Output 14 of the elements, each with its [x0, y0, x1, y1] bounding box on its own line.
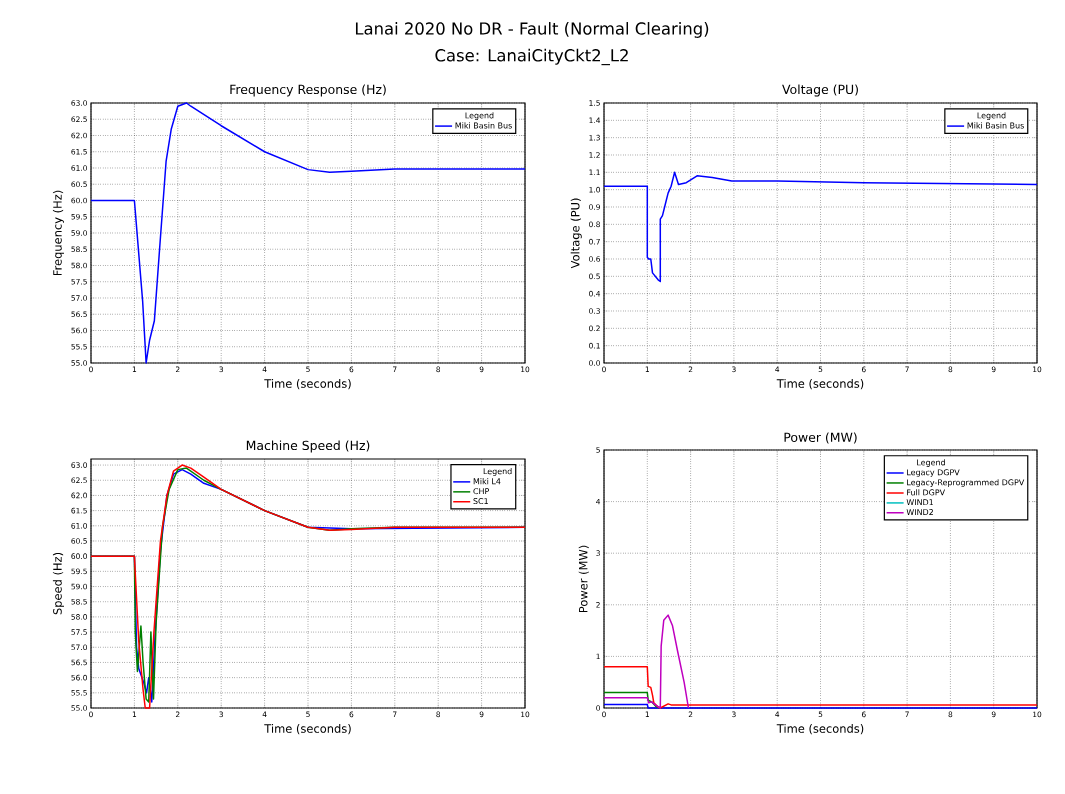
chart-title: Machine Speed (Hz): [246, 440, 370, 453]
text: Case: LanaiCityCkt2_L2: [435, 48, 628, 66]
chart-title: Power (MW): [784, 432, 857, 444]
x-axis-title: Time (seconds): [776, 724, 864, 735]
x-axis-title: Time (seconds): [264, 379, 351, 390]
x-axis-title: Time (seconds): [264, 724, 351, 735]
chart-title: Frequency Response (Hz): [230, 84, 386, 97]
chart-title: Voltage (PU): [782, 84, 858, 97]
y-axis-title: Voltage (PU): [570, 198, 582, 269]
y-axis-title: Power (MW): [578, 545, 589, 613]
y-axis-title: Speed (Hz): [52, 552, 64, 615]
text: Lanai 2020 No DR - Fault (Normal Clearing): [355, 22, 709, 38]
y-axis-title: Frequency (Hz): [52, 190, 64, 276]
x-axis-title: Time (seconds): [776, 379, 864, 390]
